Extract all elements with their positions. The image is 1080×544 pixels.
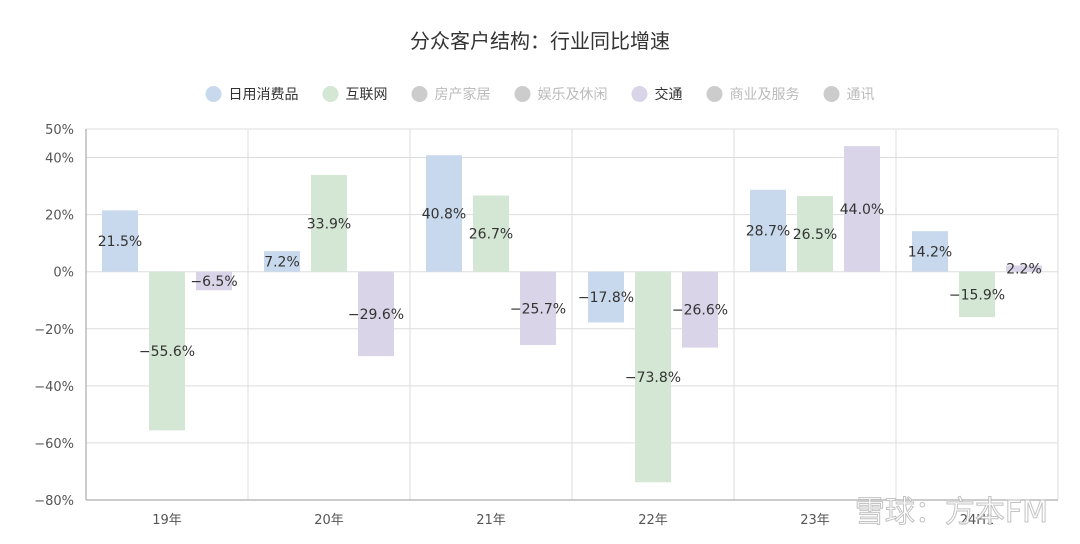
- bar-data-label: −55.6%: [139, 344, 195, 360]
- legend-item[interactable]: 互联网: [322, 86, 388, 103]
- bar-data-label: −29.6%: [348, 307, 404, 323]
- legend-item[interactable]: 娱乐及休闲: [514, 86, 608, 103]
- bar-data-label: −6.5%: [190, 274, 237, 290]
- legend-label: 商业及服务: [730, 87, 800, 103]
- x-tick-label: 23年: [800, 513, 830, 528]
- x-tick-label: 20年: [314, 513, 344, 528]
- legend-label: 交通: [655, 86, 683, 103]
- bar-data-label: −17.8%: [578, 290, 634, 306]
- y-tick-label: 20%: [45, 209, 74, 224]
- x-axis: 19年 20年 21年 22年 23年 24H1: [86, 499, 1058, 528]
- bar-data-label: 26.7%: [469, 227, 513, 243]
- x-tick-label: 21年: [476, 513, 506, 528]
- bar: [473, 195, 509, 272]
- bar: [149, 271, 185, 431]
- legend-marker-icon: [631, 86, 648, 102]
- legend-marker-icon: [205, 86, 222, 102]
- bar: [682, 271, 718, 348]
- legend-item[interactable]: 日用消费品: [205, 86, 299, 103]
- y-tick-label: 0%: [53, 266, 74, 281]
- y-tick-label: −60%: [34, 437, 74, 452]
- bar: [1006, 265, 1042, 272]
- legend-marker-icon: [514, 86, 531, 102]
- x-tick-label: 24H1: [960, 513, 995, 528]
- bar-data-label: −73.8%: [625, 370, 681, 386]
- legend-item[interactable]: 商业及服务: [706, 86, 800, 103]
- bar-data-label: 2.2%: [1006, 262, 1042, 278]
- bar-data-label: 44.0%: [840, 202, 884, 218]
- legend-label: 房产家居: [435, 86, 491, 103]
- bar: [311, 174, 347, 272]
- legend-marker-icon: [411, 86, 428, 102]
- legend: 日用消费品 互联网 房产家居 娱乐及休闲 交通 商业及服务 通讯: [205, 86, 875, 103]
- bar: [959, 271, 995, 318]
- bar-data-label: −25.7%: [510, 301, 566, 317]
- y-axis: 50% 40% 20% 0% −20% −40% −60% −80%: [34, 123, 87, 509]
- bar-data-label: 26.5%: [793, 227, 837, 243]
- legend-label: 互联网: [346, 87, 388, 103]
- legend-marker-icon: [322, 86, 339, 102]
- watermark-text: 雪球：方本FM: [855, 495, 1048, 530]
- legend-label: 娱乐及休闲: [538, 87, 608, 103]
- bar: [358, 271, 394, 357]
- y-tick-label: −40%: [34, 380, 74, 395]
- x-tick-label: 19年: [152, 513, 182, 528]
- bar: [196, 271, 232, 291]
- legend-marker-icon: [823, 86, 840, 102]
- bar-data-label: 33.9%: [307, 216, 351, 232]
- bar: [264, 251, 300, 272]
- bar: [588, 271, 624, 323]
- bar: [102, 210, 138, 272]
- bar-data-label: −15.9%: [949, 287, 1005, 303]
- y-tick-label: −80%: [34, 494, 74, 509]
- bar: [750, 189, 786, 272]
- y-tick-label: −20%: [34, 323, 74, 338]
- bar: [426, 155, 462, 272]
- legend-item[interactable]: 交通: [631, 86, 683, 103]
- bar-data-label: 40.8%: [422, 206, 466, 222]
- bar-data-label: 28.7%: [746, 224, 790, 240]
- bar-data-label: 21.5%: [98, 234, 142, 250]
- bar: [520, 271, 556, 346]
- bar-data-label: 14.2%: [908, 244, 952, 260]
- bar-data-label: −26.6%: [672, 303, 728, 319]
- bar: [844, 146, 880, 272]
- bar: [797, 196, 833, 272]
- chart-title: 分众客户结构：行业同比增速: [410, 29, 670, 53]
- legend-marker-icon: [706, 86, 723, 102]
- bar-data-label: 7.2%: [264, 254, 300, 270]
- bar: [635, 271, 671, 483]
- x-tick-label: 22年: [638, 513, 668, 528]
- grid-lines: [85, 128, 1059, 501]
- bars: [102, 146, 1042, 483]
- data-labels: 21.5% 7.2% 40.8% −17.8% 28.7% 14.2% −55.6% 33.9…: [98, 202, 1042, 386]
- legend-label: 日用消费品: [229, 87, 299, 103]
- legend-item[interactable]: 通讯: [823, 86, 875, 103]
- y-tick-label: 40%: [45, 152, 74, 167]
- y-tick-label: 50%: [45, 123, 74, 138]
- legend-item[interactable]: 房产家居: [411, 86, 491, 103]
- bar: [912, 231, 948, 272]
- legend-label: 通讯: [847, 87, 875, 103]
